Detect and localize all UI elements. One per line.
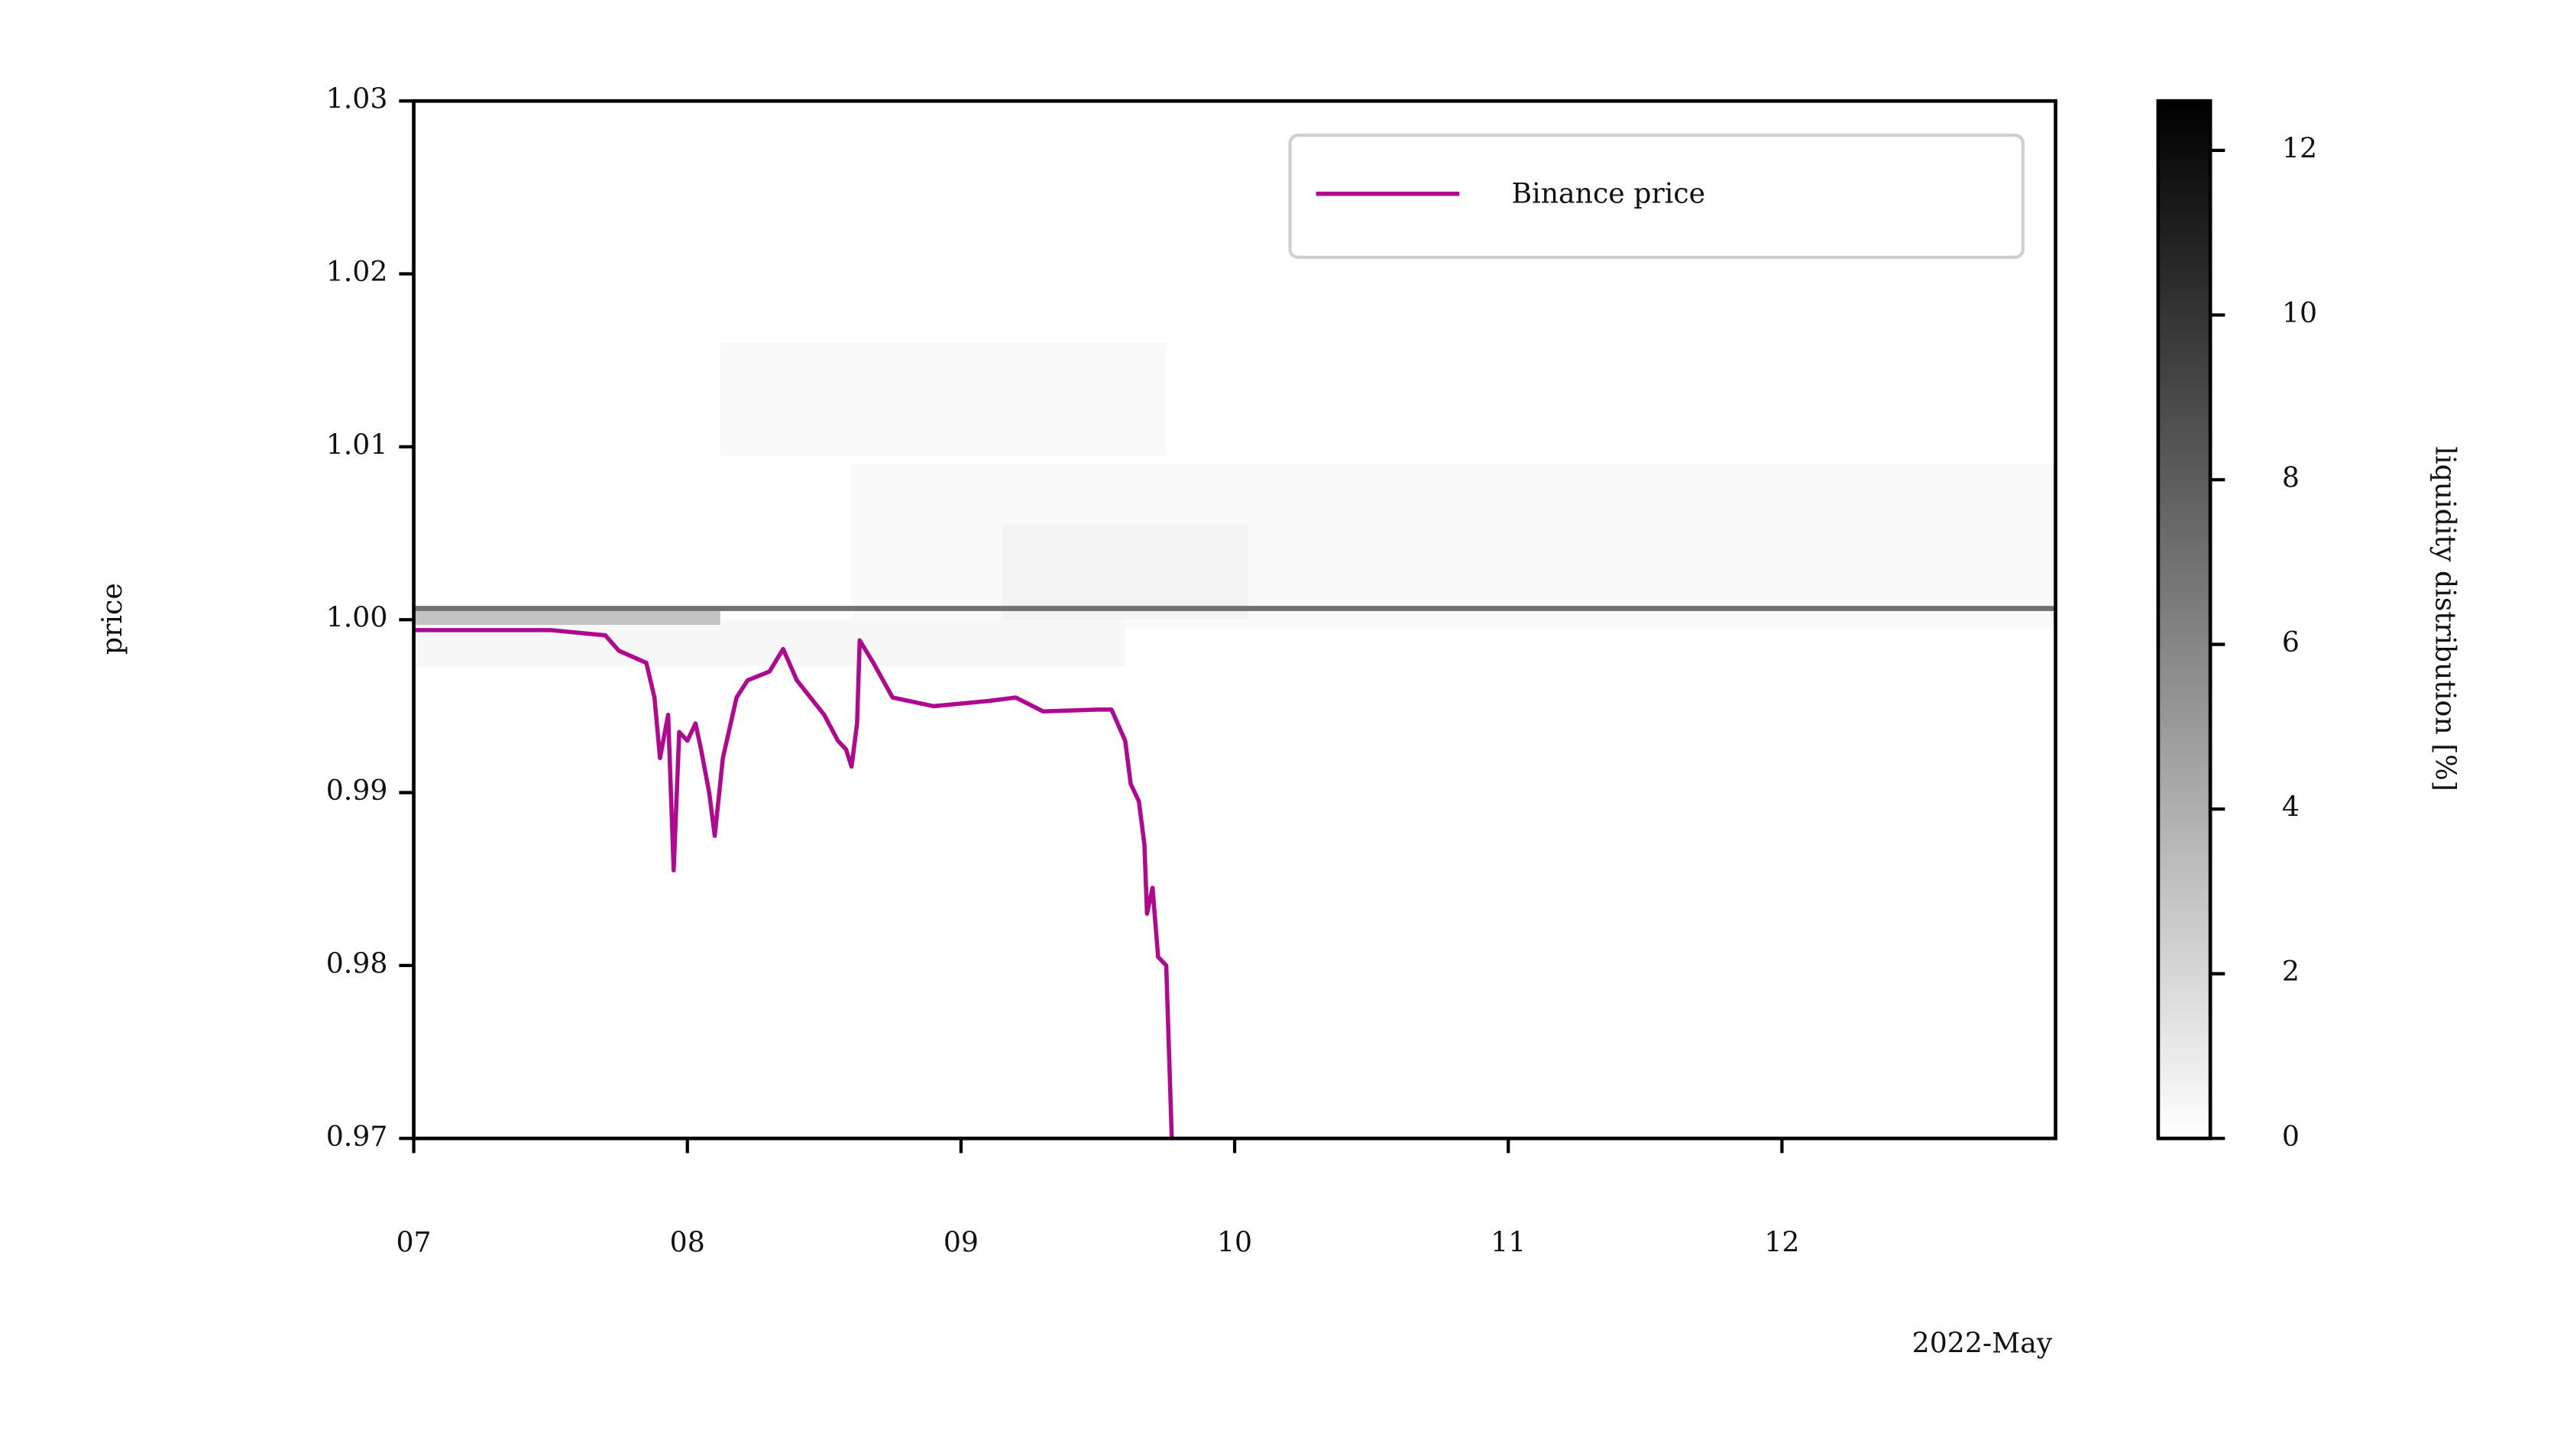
y-axis-label: price xyxy=(95,583,128,655)
colorbar-tick-label: 6 xyxy=(2282,626,2300,658)
liquidity-cell xyxy=(720,343,1167,456)
x-tick-label: 09 xyxy=(944,1225,979,1258)
legend-box xyxy=(1288,133,2025,259)
colorbar-tick-label: 2 xyxy=(2282,955,2300,988)
legend-label: Binance price xyxy=(1512,176,1706,209)
y-tick-label: 1.02 xyxy=(326,255,388,288)
colorbar-tick-label: 0 xyxy=(2282,1120,2300,1153)
price-line xyxy=(413,628,1174,1139)
colorbar-tick-label: 10 xyxy=(2282,296,2317,329)
liquidity-cell xyxy=(413,606,2056,611)
liquidity-cell xyxy=(1002,524,1248,620)
liquidity-cell xyxy=(413,620,1125,667)
colorbar-label: liquidity distribution [%] xyxy=(2429,446,2462,791)
x-tick-label: 08 xyxy=(670,1225,705,1258)
x-axis-label: 2022-May xyxy=(1912,1327,2053,1360)
colorbar-tick-label: 4 xyxy=(2282,791,2300,823)
y-tick-label: 1.03 xyxy=(326,83,388,115)
y-tick-label: 0.97 xyxy=(326,1120,388,1153)
y-tick-label: 1.00 xyxy=(326,601,388,634)
x-tick-label: 07 xyxy=(396,1225,431,1258)
colorbar-tick-label: 8 xyxy=(2282,461,2300,493)
x-tick-label: 10 xyxy=(1217,1225,1252,1258)
y-tick-label: 1.01 xyxy=(326,428,388,461)
y-tick-label: 0.99 xyxy=(326,774,388,807)
y-tick-label: 0.98 xyxy=(326,946,388,979)
x-tick-label: 12 xyxy=(1764,1225,1799,1258)
liquidity-cell xyxy=(413,610,720,626)
x-tick-label: 11 xyxy=(1491,1225,1526,1258)
colorbar xyxy=(2156,99,2212,1141)
colorbar-tick-label: 12 xyxy=(2282,131,2317,164)
